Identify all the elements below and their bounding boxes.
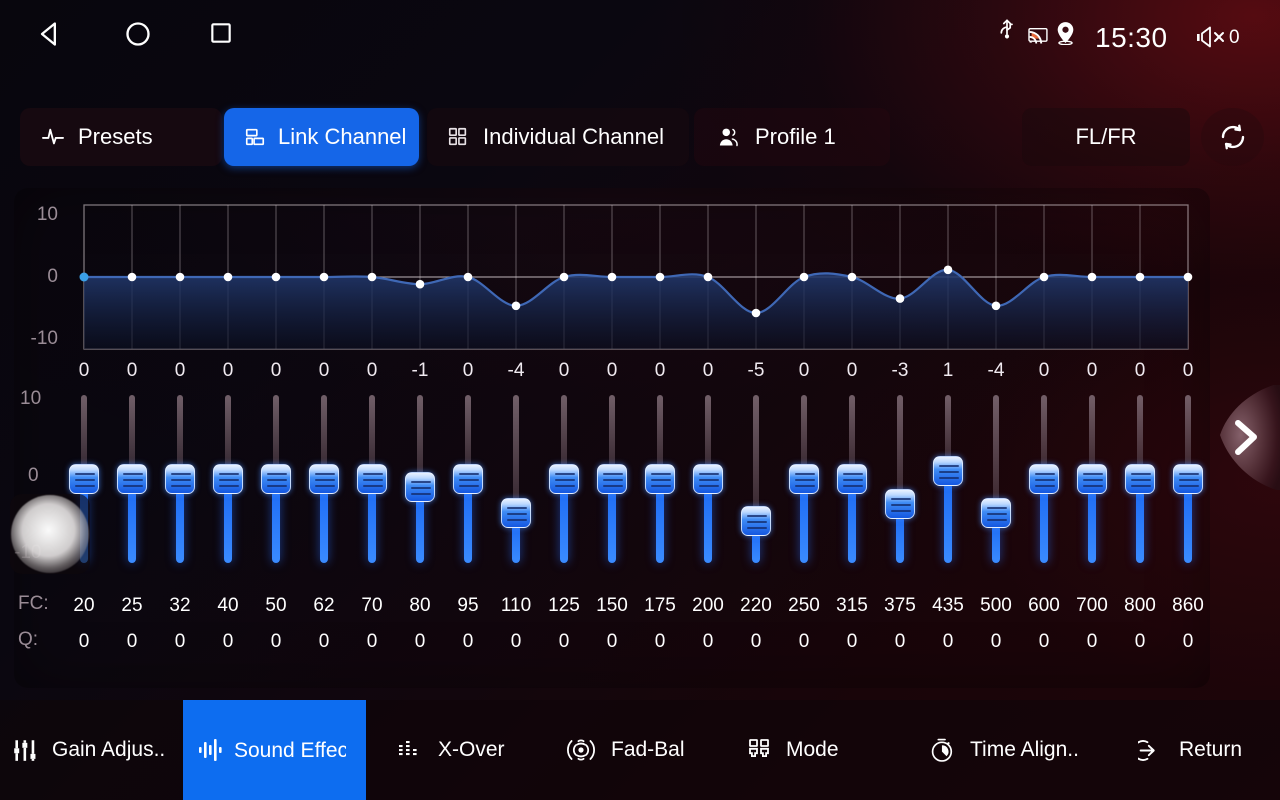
svg-text:500: 500 xyxy=(980,595,1012,616)
svg-text:0: 0 xyxy=(1039,631,1050,652)
svg-text:700: 700 xyxy=(1076,595,1108,616)
svg-text:0: 0 xyxy=(847,631,858,652)
svg-text:50: 50 xyxy=(265,595,286,616)
svg-text:220: 220 xyxy=(740,595,772,616)
svg-text:0: 0 xyxy=(1087,631,1098,652)
svg-text:0: 0 xyxy=(271,631,282,652)
svg-text:80: 80 xyxy=(409,595,430,616)
svg-text:0: 0 xyxy=(463,631,474,652)
svg-text:0: 0 xyxy=(127,631,138,652)
svg-text:0: 0 xyxy=(559,631,570,652)
svg-text:860: 860 xyxy=(1172,595,1204,616)
svg-text:0: 0 xyxy=(655,631,666,652)
svg-text:800: 800 xyxy=(1124,595,1156,616)
svg-text:600: 600 xyxy=(1028,595,1060,616)
svg-text:40: 40 xyxy=(217,595,238,616)
svg-text:25: 25 xyxy=(121,595,142,616)
svg-text:0: 0 xyxy=(511,631,522,652)
svg-text:0: 0 xyxy=(415,631,426,652)
svg-text:0: 0 xyxy=(943,631,954,652)
svg-text:0: 0 xyxy=(1183,631,1194,652)
svg-text:70: 70 xyxy=(361,595,382,616)
svg-text:315: 315 xyxy=(836,595,868,616)
svg-text:0: 0 xyxy=(79,631,90,652)
svg-text:0: 0 xyxy=(175,631,186,652)
svg-text:250: 250 xyxy=(788,595,820,616)
svg-text:0: 0 xyxy=(367,631,378,652)
svg-text:0: 0 xyxy=(991,631,1002,652)
svg-text:32: 32 xyxy=(169,595,190,616)
svg-text:200: 200 xyxy=(692,595,724,616)
svg-text:125: 125 xyxy=(548,595,580,616)
svg-text:375: 375 xyxy=(884,595,916,616)
svg-text:0: 0 xyxy=(1135,631,1146,652)
svg-text:20: 20 xyxy=(73,595,94,616)
svg-text:0: 0 xyxy=(223,631,234,652)
svg-text:0: 0 xyxy=(895,631,906,652)
svg-text:0: 0 xyxy=(607,631,618,652)
svg-text:110: 110 xyxy=(501,595,531,616)
svg-text:175: 175 xyxy=(644,595,676,616)
svg-text:0: 0 xyxy=(319,631,330,652)
svg-text:95: 95 xyxy=(457,595,478,616)
svg-text:62: 62 xyxy=(313,595,334,616)
svg-text:150: 150 xyxy=(596,595,628,616)
svg-text:0: 0 xyxy=(751,631,762,652)
svg-text:0: 0 xyxy=(703,631,714,652)
svg-text:435: 435 xyxy=(932,595,964,616)
svg-text:0: 0 xyxy=(799,631,810,652)
